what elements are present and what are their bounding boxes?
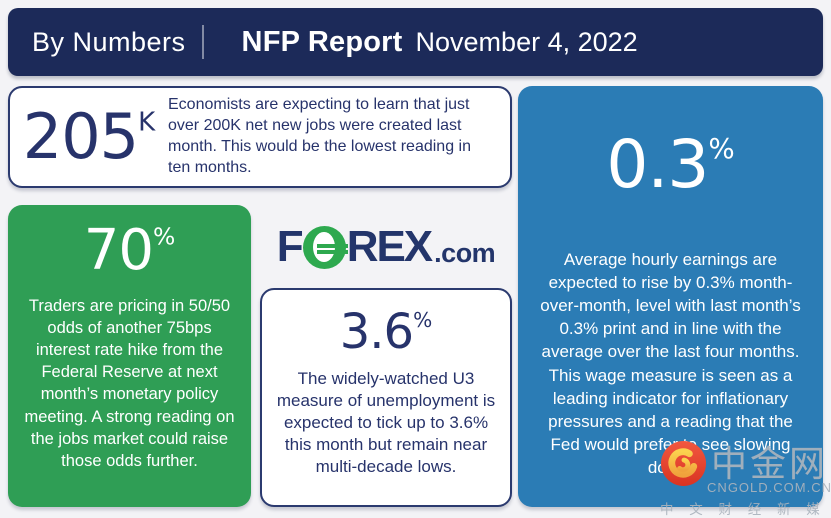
- unemployment-number: 3.6: [339, 304, 414, 360]
- earnings-text: Average hourly earnings are expected to …: [540, 250, 801, 477]
- jobs-card: 205K Economists are expecting to learn t…: [8, 86, 512, 188]
- forex-logo-f: F: [276, 222, 304, 271]
- header-divider: [201, 25, 204, 59]
- header-bar: By Numbers NFP Report November 4, 2022: [8, 8, 823, 76]
- unemployment-unit: %: [413, 307, 433, 332]
- forex-logo-com: .com: [434, 237, 496, 268]
- jobs-value: 205K: [10, 106, 168, 168]
- report-date: November 4, 2022: [415, 26, 638, 57]
- unemployment-text: The widely-watched U3 measure of unemplo…: [276, 369, 496, 477]
- rate-hike-value: 70%: [19, 223, 240, 279]
- forex-o-coin-icon: [302, 225, 349, 269]
- unemployment-value: 3.6%: [272, 308, 500, 356]
- earnings-value: 0.3%: [533, 132, 808, 198]
- unemployment-card: 3.6% The widely-watched U3 measure of un…: [260, 288, 512, 507]
- jobs-unit: K: [138, 107, 156, 138]
- forex-logo: F REX .com: [260, 214, 512, 280]
- coin-bar: [317, 243, 349, 248]
- rate-hike-unit: %: [152, 222, 176, 251]
- rate-hike-card: 70% Traders are pricing in 50/50 odds of…: [8, 205, 251, 507]
- forex-logo-rex: REX: [346, 222, 433, 271]
- earnings-number: 0.3: [606, 126, 709, 203]
- series-title: By Numbers: [32, 26, 186, 57]
- rate-hike-number: 70: [83, 218, 154, 283]
- earnings-unit: %: [708, 131, 735, 165]
- earnings-card: 0.3% Average hourly earnings are expecte…: [518, 86, 823, 507]
- jobs-number: 205: [22, 100, 139, 173]
- coin-bar: [317, 249, 349, 254]
- jobs-text: Economists are expecting to learn that j…: [168, 96, 471, 176]
- report-title: NFP Report: [241, 25, 403, 58]
- rate-hike-text: Traders are pricing in 50/50 odds of ano…: [24, 297, 235, 470]
